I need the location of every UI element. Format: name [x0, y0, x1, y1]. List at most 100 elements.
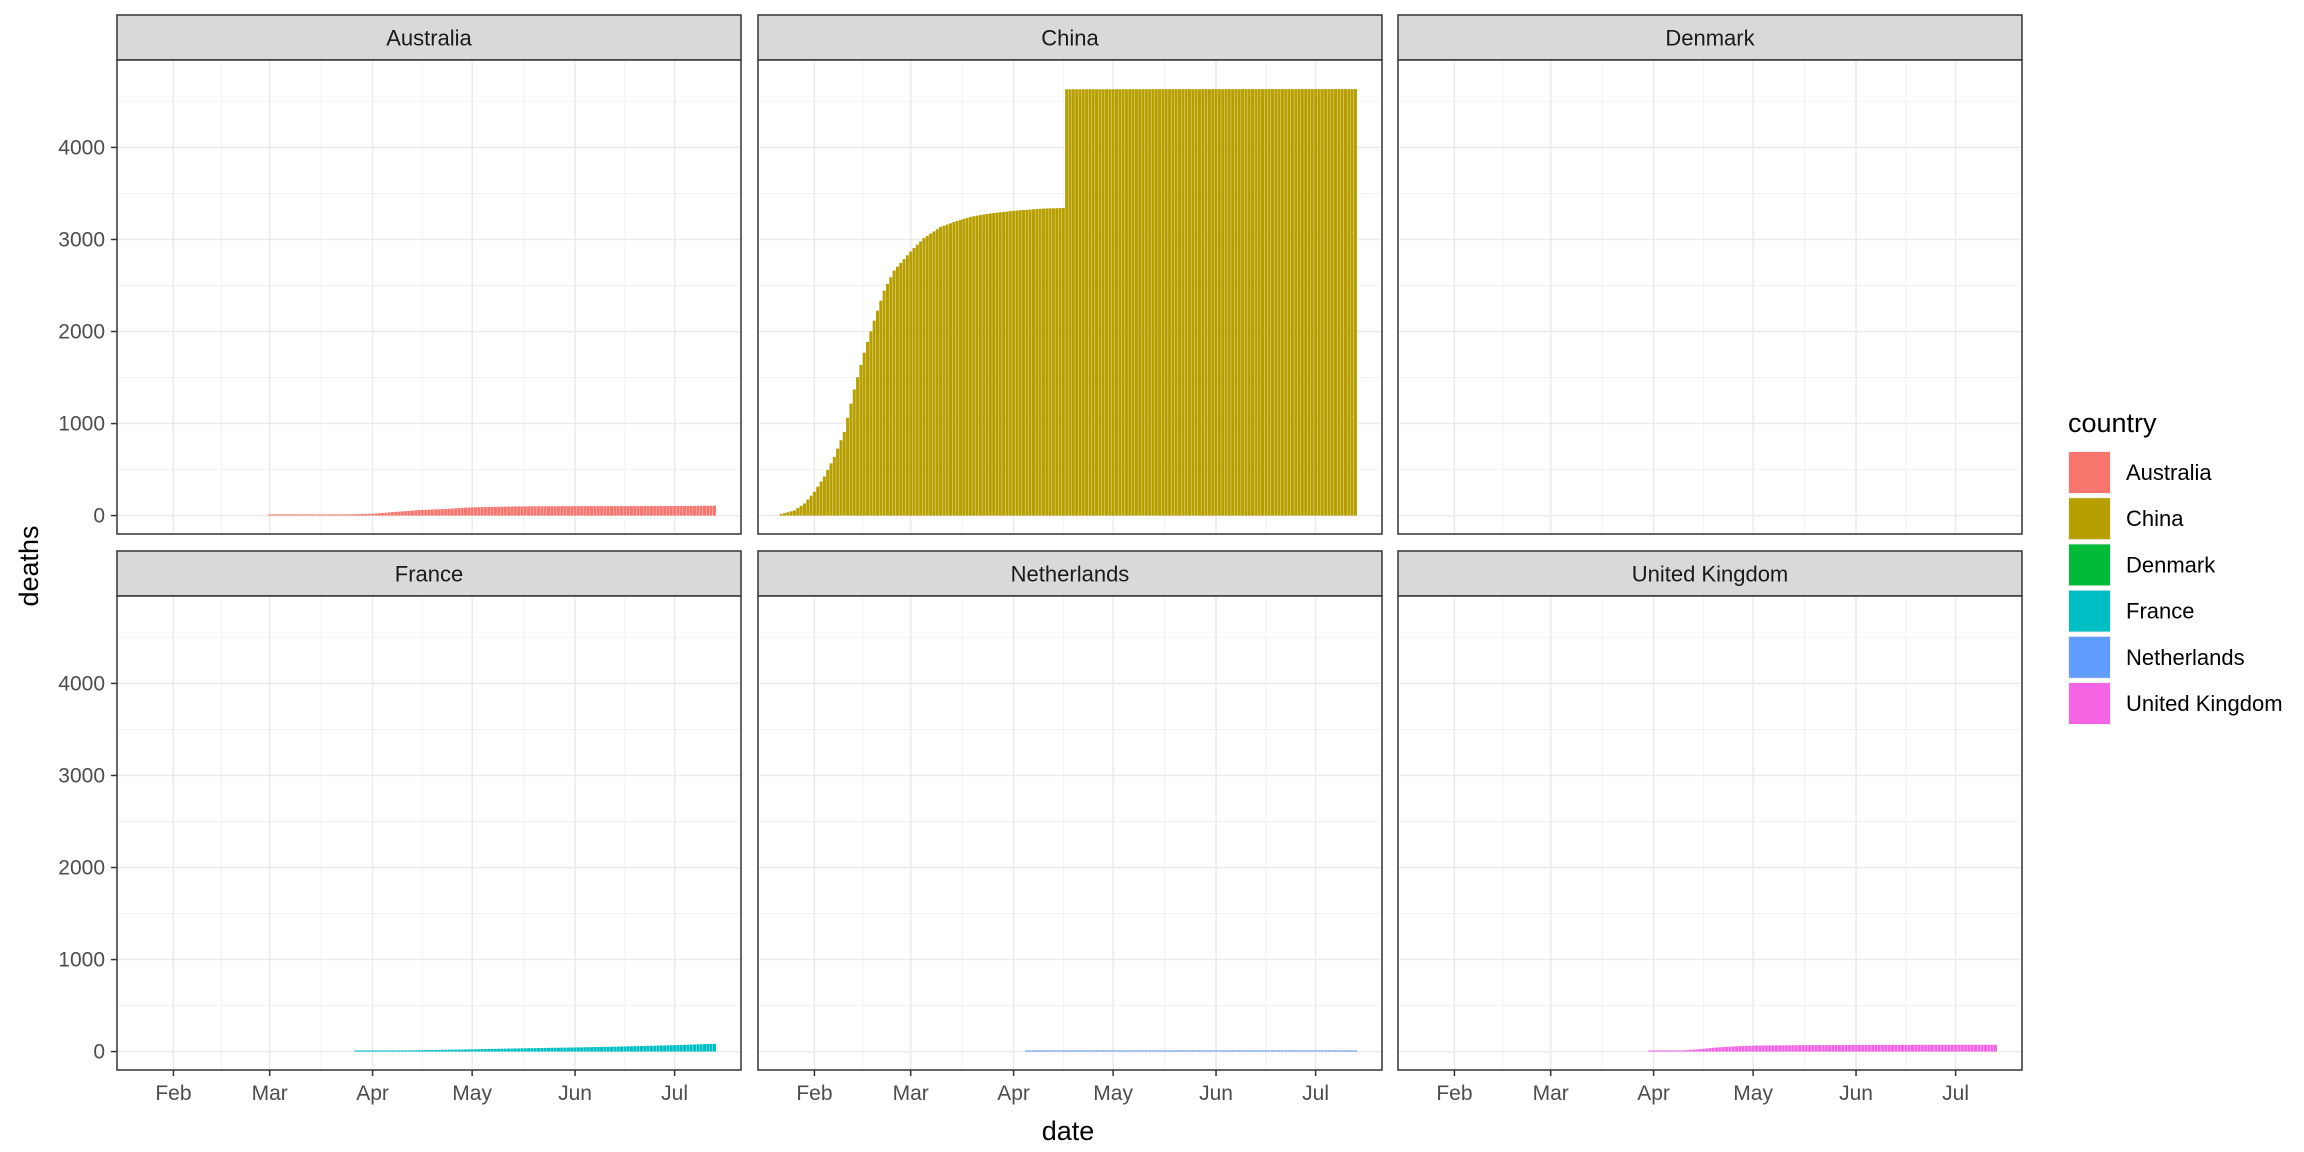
bars — [268, 505, 716, 516]
bar — [550, 1047, 554, 1052]
bar — [1662, 1050, 1666, 1052]
bar — [457, 1049, 461, 1052]
bar — [952, 222, 956, 516]
bar — [321, 514, 325, 516]
bar — [1214, 1050, 1218, 1052]
bar — [1841, 1045, 1845, 1052]
bars — [354, 1043, 716, 1052]
bar — [331, 514, 335, 516]
legend-label: United Kingdom — [2126, 691, 2283, 716]
bar — [1751, 1045, 1755, 1052]
bar — [686, 505, 690, 516]
bar — [859, 364, 863, 516]
bar — [1264, 89, 1268, 516]
bar — [1824, 1045, 1828, 1052]
bar — [434, 509, 438, 516]
bar — [590, 1047, 594, 1052]
bar — [467, 1049, 471, 1052]
bar — [596, 1046, 600, 1052]
bar — [1101, 1050, 1105, 1052]
bar — [666, 506, 670, 516]
panel-background — [1398, 60, 2022, 534]
bar — [1774, 1045, 1778, 1052]
bar — [1174, 89, 1178, 516]
bar — [1164, 1050, 1168, 1052]
bar — [1121, 1050, 1125, 1052]
bar — [922, 238, 926, 516]
bar — [361, 514, 365, 516]
bar — [882, 290, 886, 516]
bar — [899, 262, 903, 516]
bar — [972, 216, 976, 516]
bar — [1081, 89, 1085, 516]
bar — [1078, 1050, 1082, 1052]
bar — [1300, 1050, 1304, 1052]
bar — [1284, 89, 1288, 516]
bar — [454, 1049, 458, 1052]
bar — [1025, 1050, 1029, 1052]
bar — [1277, 89, 1281, 516]
bar — [603, 1046, 607, 1052]
bar — [1002, 211, 1006, 516]
bar — [629, 1046, 633, 1052]
bar — [397, 511, 401, 516]
bar — [570, 506, 574, 516]
bar — [889, 277, 893, 516]
bar — [1224, 89, 1228, 516]
legend-entry-france: France — [2068, 589, 2194, 633]
bar — [875, 310, 879, 516]
bar — [975, 215, 979, 516]
bar — [1974, 1044, 1978, 1052]
bar — [1124, 89, 1128, 516]
bar — [1758, 1045, 1762, 1052]
bar — [1920, 1044, 1924, 1052]
bar — [497, 506, 501, 516]
bar — [1330, 89, 1334, 516]
bar — [1748, 1045, 1752, 1052]
bar — [556, 1047, 560, 1052]
bar — [649, 506, 653, 516]
bar — [580, 1047, 584, 1052]
bar — [550, 506, 554, 516]
bar — [616, 506, 620, 516]
bar — [915, 244, 919, 516]
bar — [1055, 1050, 1059, 1052]
bar — [427, 509, 431, 516]
bar — [1861, 1044, 1865, 1052]
bar — [437, 1049, 441, 1052]
bar — [1071, 89, 1075, 516]
bar — [420, 509, 424, 516]
bar — [1675, 1050, 1679, 1052]
bar — [1151, 1050, 1155, 1052]
bar — [1028, 1050, 1032, 1052]
y-tick-label: 1000 — [58, 413, 105, 436]
bar — [487, 1048, 491, 1052]
bars — [779, 89, 1357, 516]
bar — [696, 505, 700, 516]
bar — [1101, 89, 1105, 516]
bar — [1327, 89, 1331, 516]
bar — [1154, 89, 1158, 516]
bar — [1051, 208, 1055, 516]
bar — [1161, 89, 1165, 516]
legend-entry-netherlands: Netherlands — [2068, 635, 2245, 679]
bar — [477, 507, 481, 516]
bar — [493, 1048, 497, 1052]
bar — [812, 491, 816, 516]
bar — [1327, 1050, 1331, 1052]
bar — [1294, 1050, 1298, 1052]
bar — [546, 506, 550, 516]
x-tick-label: Jul — [1942, 1082, 1969, 1105]
bar — [586, 1047, 590, 1052]
bar — [643, 1045, 647, 1052]
bar — [1738, 1046, 1742, 1052]
bar — [1085, 1050, 1089, 1052]
bar — [1665, 1050, 1669, 1052]
bar — [477, 1049, 481, 1052]
bar — [308, 514, 312, 516]
bar — [1731, 1046, 1735, 1052]
bar — [902, 259, 906, 516]
bar — [1324, 1050, 1328, 1052]
bar — [1134, 1050, 1138, 1052]
bar — [620, 1046, 624, 1052]
